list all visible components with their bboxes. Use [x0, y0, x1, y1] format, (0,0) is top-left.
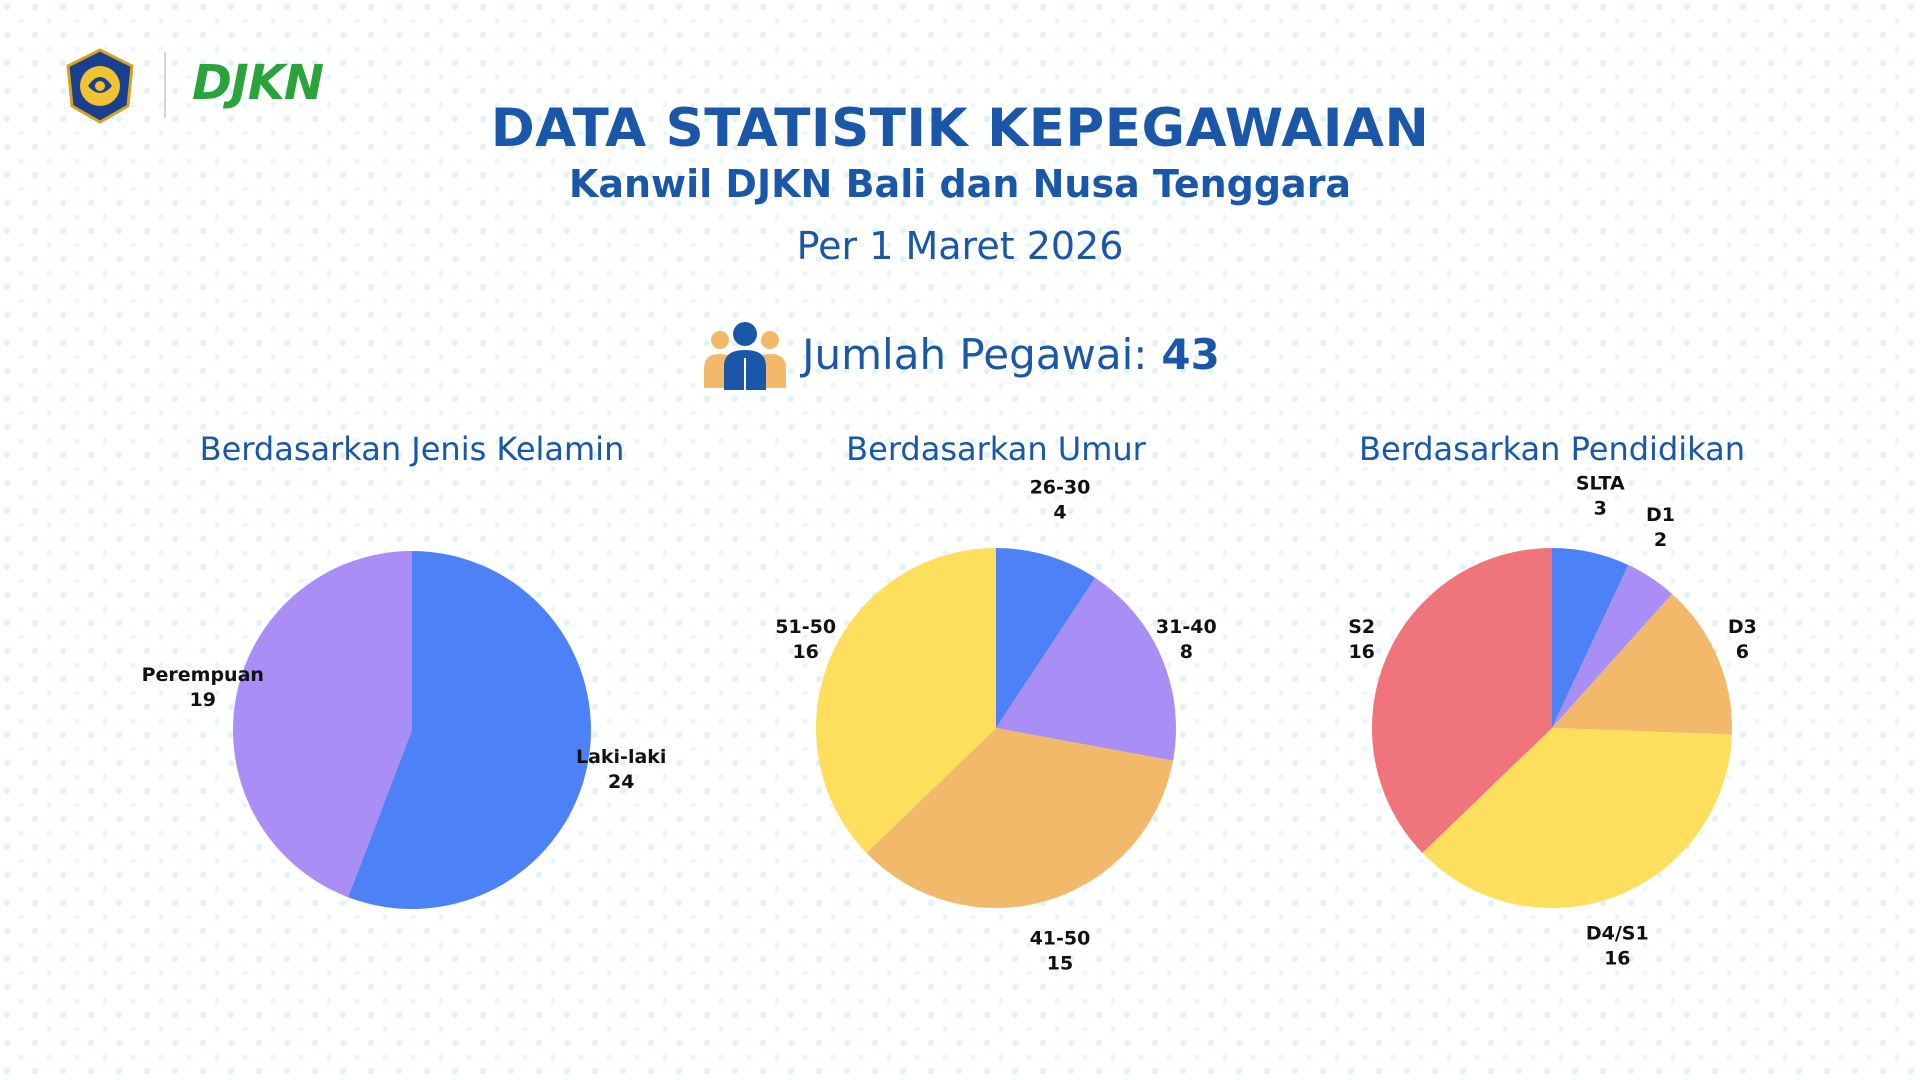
- slice-41-50: [866, 728, 1174, 908]
- slice-laki-laki: [348, 551, 591, 909]
- pie-value-label: 2: [1654, 529, 1667, 551]
- slice-26-30: [996, 548, 1096, 728]
- pie-label: Perempuan: [142, 664, 264, 686]
- slice-perempuan: [232, 551, 412, 898]
- count-value: 43: [1161, 329, 1220, 379]
- pie-label: 31-40: [1156, 616, 1217, 638]
- pie-value-label: 4: [1053, 501, 1066, 523]
- pie-label: SLTA: [1576, 472, 1625, 494]
- slice-d4-s1: [1422, 728, 1732, 908]
- pie-value-label: 15: [1047, 953, 1073, 975]
- pie-label: S2: [1348, 616, 1375, 638]
- pie-label: D1: [1646, 504, 1675, 526]
- pie-chart-gender: Laki-laki 24 Perempuan 19: [142, 551, 666, 909]
- pie-label: 41-50: [1030, 928, 1091, 950]
- chart-title-gender: Berdasarkan Jenis Kelamin: [199, 430, 625, 468]
- pie-label: D3: [1728, 616, 1757, 638]
- employee-count: Jumlah Pegawai: 43: [0, 318, 1920, 390]
- pie-value-label: 6: [1736, 641, 1749, 663]
- pie-value-label: 19: [190, 689, 216, 711]
- count-label: Jumlah Pegawai:: [802, 329, 1148, 379]
- pie-value-label: 3: [1594, 497, 1607, 519]
- chart-title-age: Berdasarkan Umur: [846, 430, 1146, 468]
- pie-value-label: 24: [608, 771, 634, 793]
- pie-value-label: 16: [1604, 947, 1630, 969]
- people-group-icon: [704, 322, 787, 390]
- page-title: DATA STATISTIK KEPEGAWAIAN: [490, 98, 1430, 159]
- slice-51-50: [816, 548, 996, 853]
- slice-slta: [1552, 548, 1629, 728]
- pie-label: Laki-laki: [576, 746, 666, 768]
- pie-value-label: 16: [792, 641, 818, 663]
- chart-title-education: Berdasarkan Pendidikan: [1358, 430, 1745, 468]
- pie-chart-age: 26-30 4 31-40 8 41-50 15 51-50 16: [775, 476, 1216, 974]
- pie-label: 51-50: [775, 616, 836, 638]
- page-subtitle: Kanwil DJKN Bali dan Nusa Tenggara: [568, 162, 1352, 206]
- slice-31-40: [996, 577, 1176, 761]
- kemenkeu-emblem-icon: [66, 48, 134, 124]
- pie-label: D4/S1: [1586, 922, 1649, 944]
- pie-value-label: 16: [1348, 641, 1374, 663]
- page-date: Per 1 Maret 2026: [796, 224, 1124, 268]
- slice-d3: [1552, 593, 1732, 735]
- pie-value-label: 8: [1180, 641, 1193, 663]
- logo-divider: [164, 52, 166, 118]
- slice-s2: [1372, 548, 1552, 853]
- slice-d1: [1552, 565, 1673, 728]
- brand-logo-text: DJKN: [192, 55, 324, 111]
- pie-label: 26-30: [1030, 476, 1091, 498]
- pie-chart-education: SLTA 3 D1 2 D3 6 D4/S1 16 S2 16: [1348, 472, 1757, 969]
